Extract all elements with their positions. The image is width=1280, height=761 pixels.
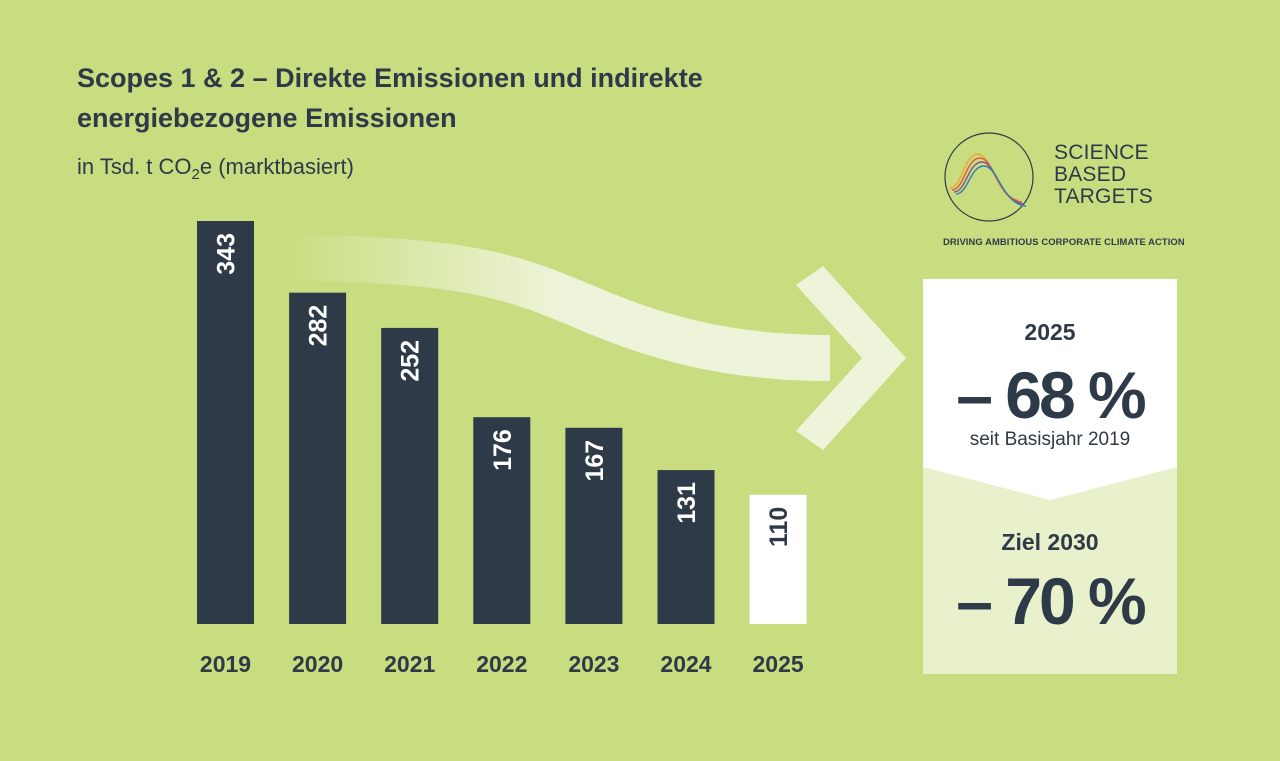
summary-reduction: – 68 % [956, 358, 1146, 432]
value-label-2025: 110 [765, 507, 793, 547]
x-tick-label-2019: 2019 [200, 651, 251, 677]
bar-2020 [289, 292, 347, 624]
goal-label: Ziel 2030 [1001, 529, 1099, 555]
x-tick-label-2024: 2024 [660, 651, 711, 677]
x-tick-label-2020: 2020 [292, 651, 343, 677]
bar-2025 [749, 494, 807, 624]
bar-2023 [565, 427, 623, 624]
sbt-tagline: DRIVING AMBITIOUS CORPORATE CLIMATE ACTI… [943, 236, 1185, 247]
bar-2019 [197, 221, 254, 624]
x-tick-label-2023: 2023 [568, 651, 619, 677]
sbt-logo: SCIENCE BASED TARGETS DRIVING AMBITIOUS … [940, 128, 1185, 253]
sbt-word-2: BASED [1054, 163, 1127, 186]
value-label-2019: 343 [213, 233, 241, 275]
goal-reduction: – 70 % [956, 564, 1146, 638]
subtitle-suffix: e (marktbasiert) [199, 154, 354, 179]
summary-note: seit Basisjahr 2019 [969, 429, 1131, 450]
bar-2022 [473, 417, 531, 624]
x-tick-label-2022: 2022 [476, 651, 527, 677]
chart-title: Scopes 1 & 2 – Direkte Emissionen und in… [77, 63, 703, 133]
x-tick-label-2021: 2021 [384, 651, 435, 677]
bars-group: 343 2019 282 2020 252 2021 176 2022 167 2023 131 20… [197, 221, 807, 677]
value-label-2024: 131 [673, 482, 701, 524]
value-label-2020: 282 [305, 305, 333, 347]
value-label-2021: 252 [397, 340, 425, 382]
trend-arrow [284, 235, 906, 450]
sbt-emblem-icon [944, 132, 1034, 222]
reduction-summary-card: 2025 – 68 % seit Basisjahr 2019 Ziel 203… [923, 279, 1177, 674]
sbt-word-1: SCIENCE [1054, 141, 1149, 164]
summary-year: 2025 [1024, 319, 1076, 345]
x-tick-label-2025: 2025 [753, 651, 804, 677]
bar-2024 [657, 470, 715, 624]
card-background [923, 279, 1177, 674]
value-label-2022: 176 [489, 429, 517, 471]
sbt-word-3: TARGETS [1054, 185, 1154, 208]
subtitle-subscript: 2 [191, 166, 200, 183]
sbt-wordmark: SCIENCE BASED TARGETS [1054, 142, 1153, 208]
bar-2021 [381, 327, 439, 624]
value-label-2023: 167 [581, 440, 609, 482]
subtitle-prefix: in Tsd. t CO [77, 154, 192, 179]
chart-subtitle: in Tsd. t CO2e (marktbasiert) [77, 154, 354, 183]
